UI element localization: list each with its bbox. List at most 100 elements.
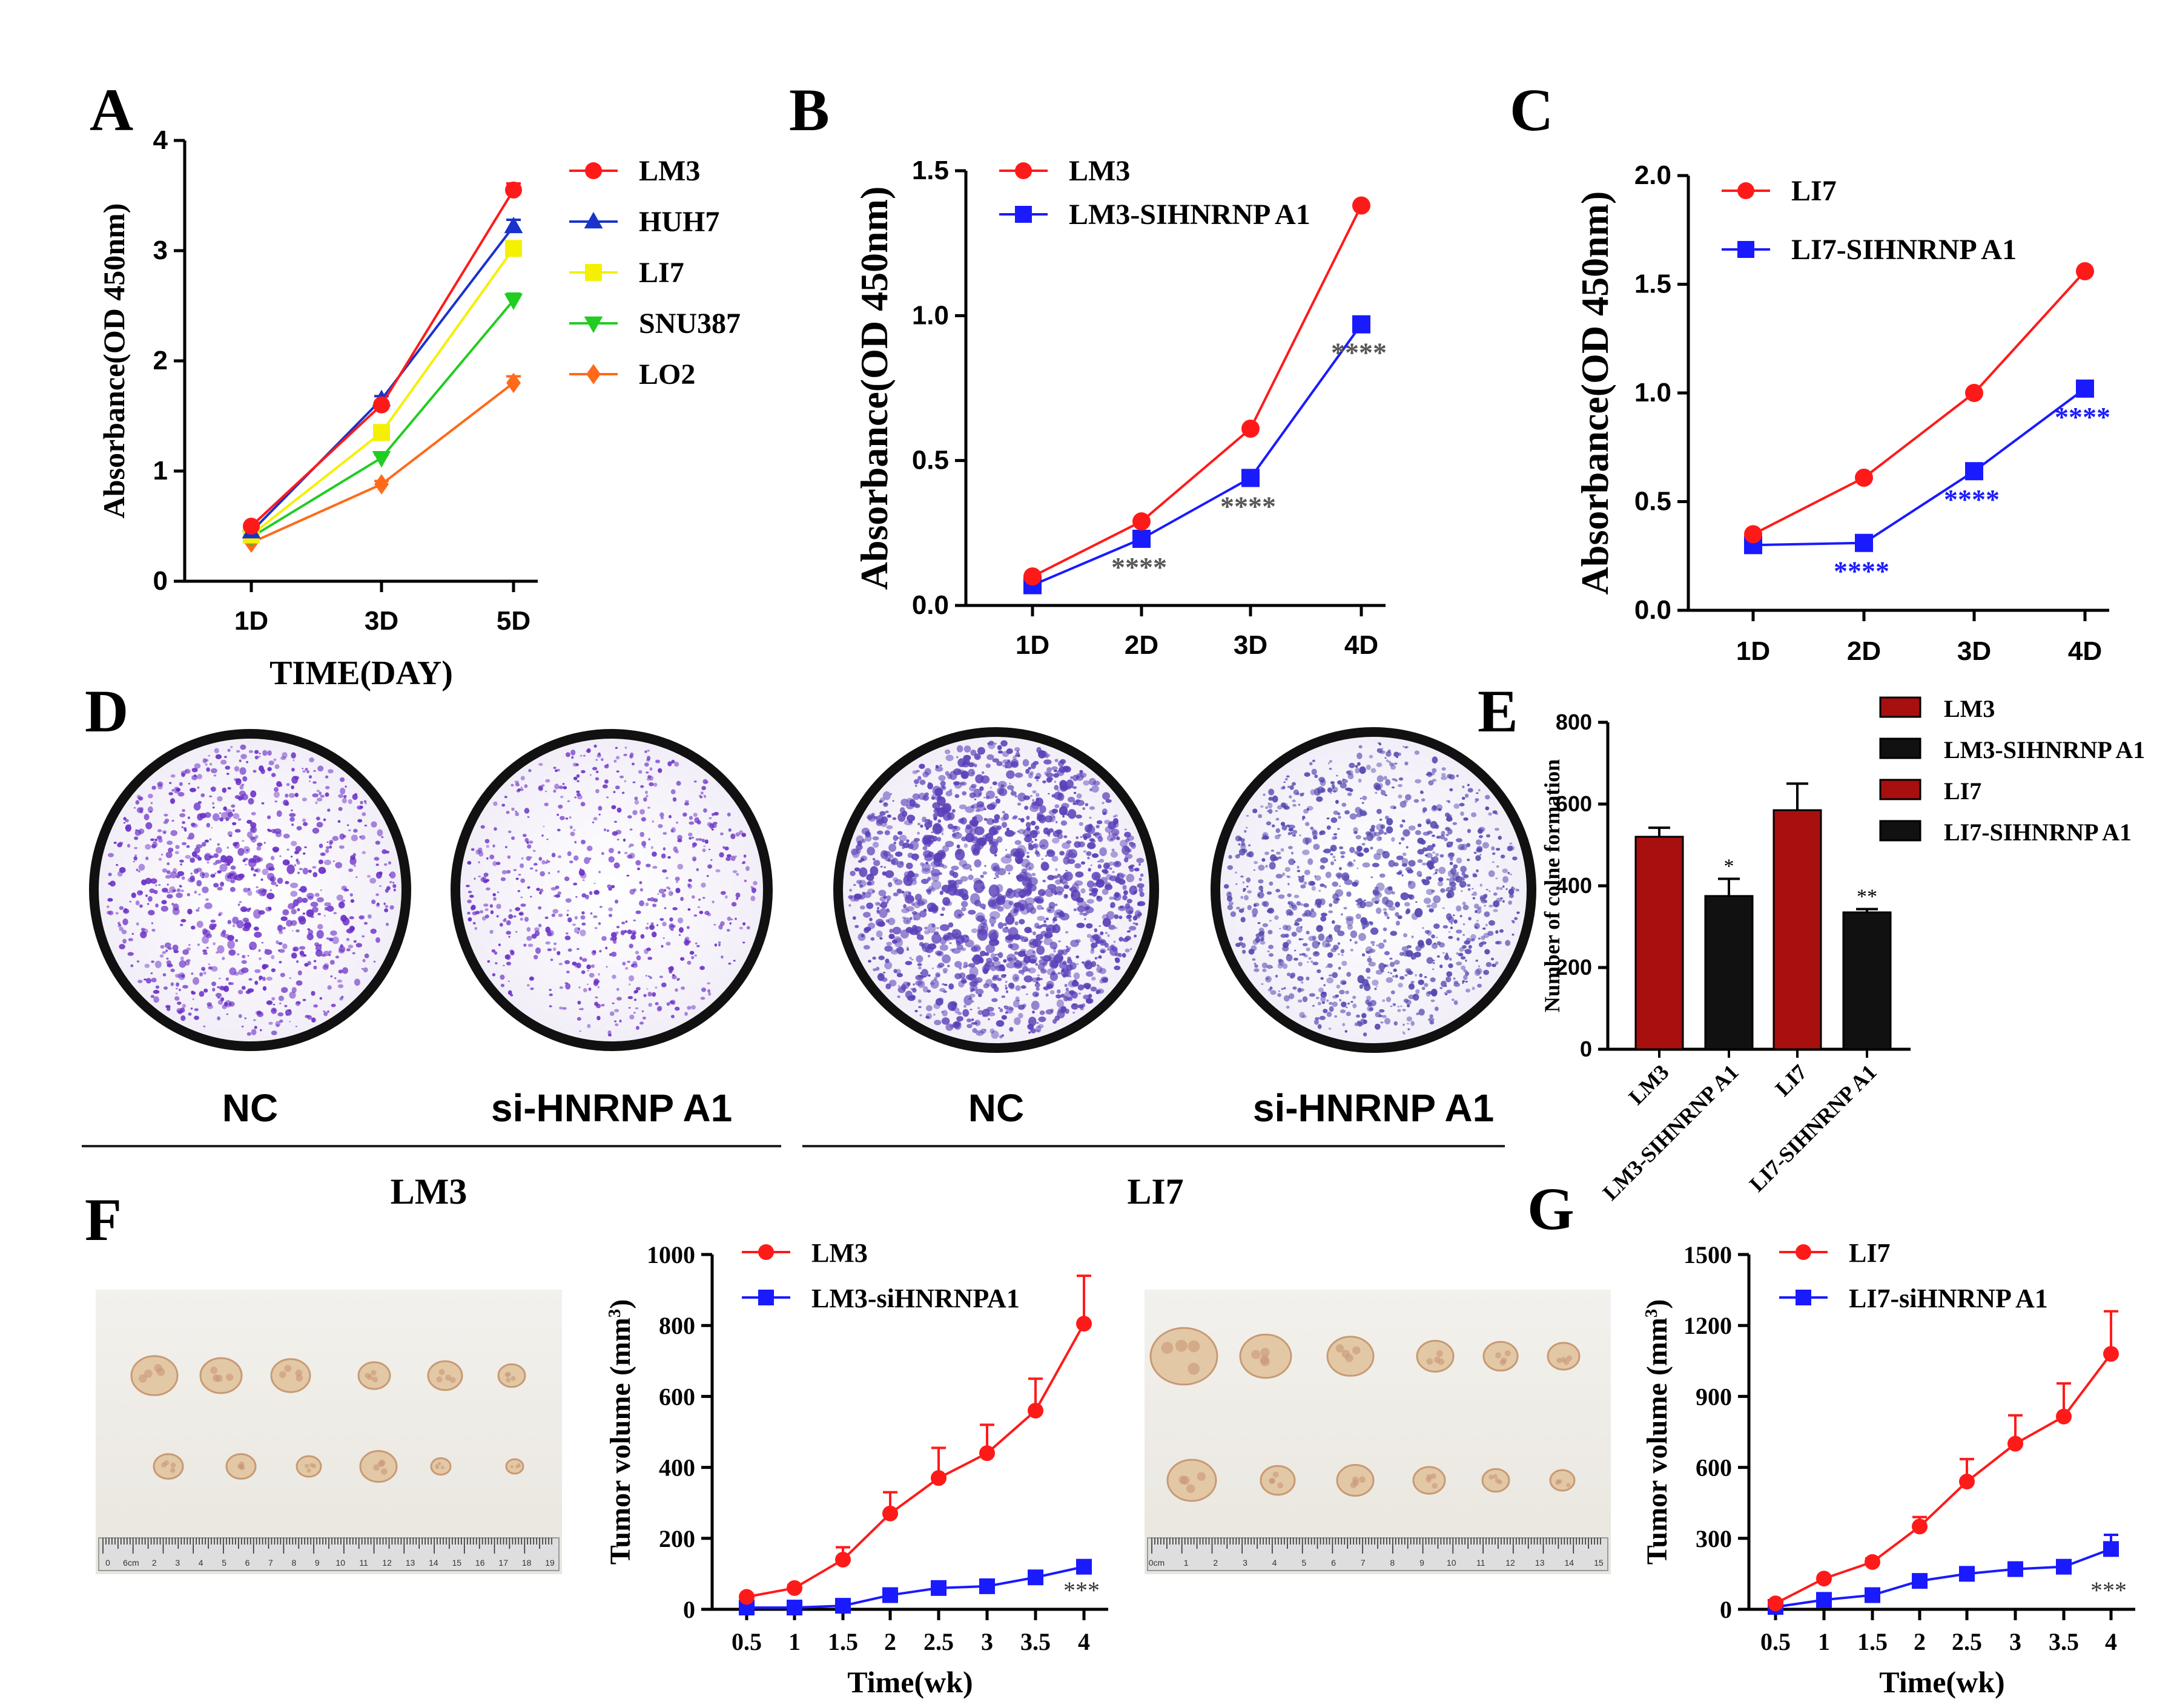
colony <box>914 1009 918 1012</box>
colony <box>1003 974 1007 977</box>
colony <box>136 922 139 926</box>
colony <box>154 960 162 969</box>
colony <box>135 800 140 805</box>
colony <box>587 970 589 972</box>
colony <box>979 903 986 909</box>
colony <box>739 830 744 835</box>
dish-label-li7-nc: NC <box>968 1086 1024 1130</box>
colony <box>1402 1009 1406 1012</box>
colony <box>1459 915 1462 917</box>
colony <box>1311 886 1316 891</box>
colony <box>1478 965 1481 968</box>
colony <box>606 966 608 968</box>
colony <box>887 917 896 926</box>
colony <box>175 845 180 849</box>
colony <box>586 845 593 851</box>
colony <box>254 980 259 985</box>
colony <box>1477 983 1482 988</box>
colony <box>942 786 945 789</box>
colony <box>615 747 618 750</box>
colony <box>1028 938 1039 949</box>
colony <box>271 968 276 972</box>
chart-a-lo2-point <box>374 474 389 495</box>
colony <box>1308 957 1312 960</box>
chart-b-lm3-point <box>1023 567 1042 586</box>
colony <box>994 814 1000 821</box>
colony <box>258 910 265 915</box>
colony <box>1036 945 1045 955</box>
colony <box>1257 922 1261 925</box>
colony <box>1426 904 1432 908</box>
colony <box>980 775 990 784</box>
colony <box>202 935 209 944</box>
colony <box>1240 895 1244 899</box>
colony <box>962 863 972 870</box>
colony <box>951 948 961 954</box>
colony <box>217 870 222 874</box>
colony <box>645 790 648 794</box>
colony <box>937 796 946 806</box>
colony <box>605 946 608 949</box>
colony <box>1034 923 1040 929</box>
colony <box>247 989 251 994</box>
colony <box>1421 862 1427 866</box>
tumor-texture <box>139 1374 147 1383</box>
colony <box>302 998 306 1001</box>
colony <box>626 874 630 877</box>
colony <box>185 770 188 773</box>
colony <box>897 946 904 955</box>
colony <box>371 821 377 828</box>
colony <box>246 760 248 763</box>
colony <box>1317 969 1321 974</box>
colony <box>1002 759 1010 764</box>
colony <box>993 957 999 962</box>
colony <box>928 974 931 977</box>
colony <box>151 844 156 849</box>
colony <box>1346 891 1352 897</box>
colony <box>974 888 977 890</box>
colony <box>952 872 959 879</box>
colony <box>297 970 302 975</box>
colony <box>533 863 538 866</box>
colony <box>970 762 976 767</box>
colony <box>188 833 195 840</box>
colony <box>702 848 706 852</box>
colony <box>480 825 485 829</box>
colony <box>986 957 993 963</box>
colony <box>942 865 948 869</box>
colony <box>577 948 580 950</box>
colony <box>960 934 970 943</box>
colony <box>649 925 655 930</box>
tumor-texture <box>371 1370 377 1376</box>
colony <box>280 783 283 787</box>
colony <box>223 985 230 992</box>
colony <box>1283 805 1290 810</box>
colony <box>1057 989 1061 994</box>
colony <box>1008 927 1019 938</box>
colony <box>676 979 679 981</box>
colony <box>674 762 679 767</box>
colony <box>602 784 608 789</box>
colony <box>1014 951 1019 955</box>
colony <box>1478 835 1483 839</box>
colony <box>276 810 282 817</box>
colony <box>1274 834 1280 840</box>
colony <box>289 1021 291 1023</box>
colony <box>623 838 626 842</box>
colony <box>308 929 314 935</box>
chart-c-significance-label: **** <box>2055 401 2110 432</box>
colony <box>962 965 967 969</box>
colony <box>919 779 926 785</box>
colony <box>1434 1006 1439 1011</box>
colony <box>1134 891 1137 894</box>
colony <box>1266 909 1272 913</box>
chart-f-x-tick-label: 3 <box>981 1628 993 1655</box>
colony <box>1444 984 1447 988</box>
colony <box>1393 968 1397 972</box>
colony <box>1035 963 1039 966</box>
colony <box>968 768 976 777</box>
colony <box>913 983 915 986</box>
colony <box>549 993 553 997</box>
colony <box>1415 974 1417 977</box>
colony <box>1140 873 1144 877</box>
